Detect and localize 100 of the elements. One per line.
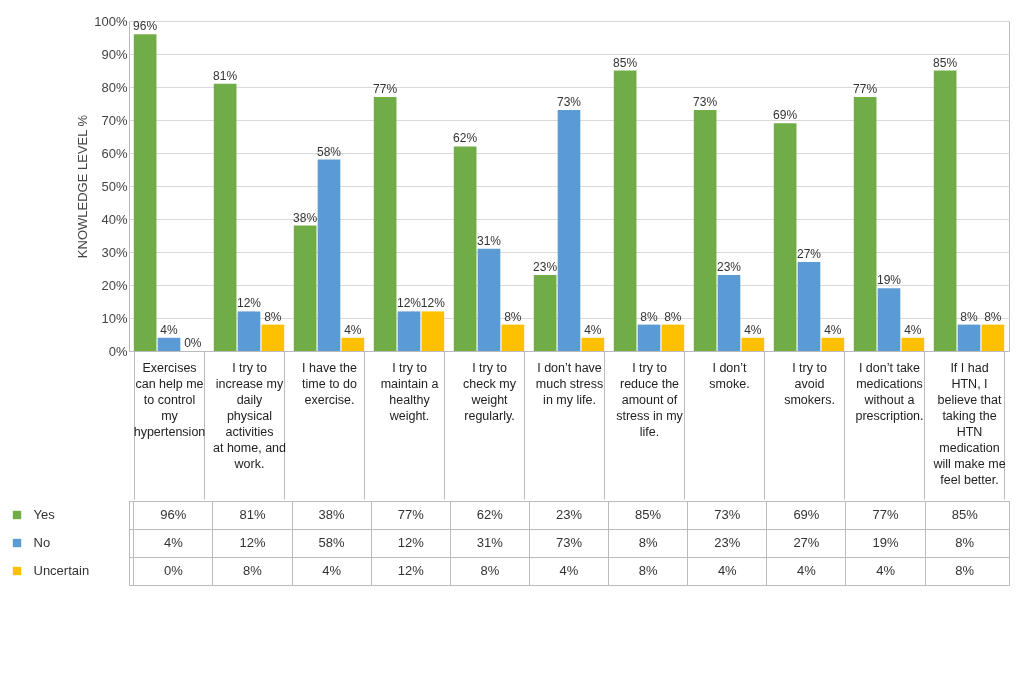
- text: 4%: [904, 322, 922, 337]
- data-label: 69%: [793, 507, 820, 522]
- bar: [877, 288, 901, 351]
- y-tick-label: 10%: [101, 310, 128, 326]
- text: 4%: [160, 322, 178, 337]
- text: 12%: [396, 296, 422, 311]
- bar: [693, 110, 717, 351]
- bar: [341, 337, 365, 351]
- data-label: 31%: [476, 535, 504, 550]
- bar: [533, 275, 557, 351]
- text: 58%: [316, 144, 342, 159]
- text: 69%: [773, 108, 798, 123]
- text: 19%: [876, 273, 902, 288]
- bar: [317, 159, 341, 351]
- bar: [637, 324, 661, 351]
- x-tick-label: I try to check my weight regularly.: [463, 360, 517, 423]
- x-tick-label: I try to maintain a healthy weight.: [380, 360, 439, 423]
- y-tick-label: 100%: [94, 13, 128, 29]
- data-label: 12%: [239, 535, 266, 550]
- data-label: 85%: [635, 507, 662, 522]
- text: 73%: [693, 95, 718, 110]
- data-label: 8%: [638, 535, 658, 550]
- text: 31%: [476, 233, 502, 248]
- x-tick-label: Exercises can help me to control my hypertension: [133, 360, 206, 439]
- data-label: 38%: [318, 507, 346, 522]
- text: 8%: [640, 309, 658, 324]
- text: 96%: [133, 19, 158, 34]
- text: 27%: [796, 246, 822, 261]
- y-tick-label: 50%: [101, 178, 128, 194]
- x-tick-label: I try to increase my daily physical activities at home, and work.: [213, 360, 287, 471]
- x-tick-label: I don’t smoke.: [709, 360, 750, 391]
- x-tick-label: I try to reduce the amount of stress in my life.: [616, 360, 684, 439]
- data-label: 4%: [163, 535, 184, 550]
- y-tick-label: 90%: [101, 46, 128, 62]
- x-tick-label: If I had HTN, I believe that taking the HTN medication will make me feel better.: [932, 360, 1006, 487]
- data-label: 8%: [638, 563, 658, 578]
- bar: [237, 311, 261, 351]
- text: 4%: [824, 322, 842, 337]
- text: 62%: [453, 131, 478, 146]
- bar: [957, 324, 981, 351]
- data-label: 81%: [239, 507, 266, 522]
- x-tick-label: I have the time to do exercise.: [302, 360, 357, 407]
- bar: [157, 337, 181, 351]
- data-label: 85%: [951, 507, 979, 522]
- text: 77%: [853, 81, 878, 96]
- y-tick-label: 80%: [101, 79, 128, 95]
- data-label: 8%: [955, 535, 975, 550]
- text: 0%: [184, 336, 202, 350]
- bar: [901, 337, 925, 351]
- bar: [477, 248, 501, 351]
- bar: [661, 324, 685, 351]
- text: 8%: [984, 309, 1002, 324]
- data-label: 73%: [555, 535, 583, 550]
- bar: [853, 96, 877, 351]
- bar: [261, 324, 285, 351]
- x-tick-label: I don’t have much stress in my life.: [535, 360, 604, 407]
- text: 8%: [664, 309, 682, 324]
- data-label: 4%: [559, 563, 579, 578]
- data-label: 4%: [717, 563, 738, 578]
- text: 85%: [933, 55, 958, 70]
- bar: [797, 261, 821, 351]
- y-tick-label: 40%: [101, 211, 128, 227]
- data-label: 12%: [397, 563, 425, 578]
- data-label: 4%: [797, 563, 817, 578]
- text: 38%: [293, 210, 318, 225]
- data-label: 0%: [163, 563, 184, 578]
- bar: [613, 70, 637, 351]
- data-label: 12%: [397, 535, 425, 550]
- bar: [581, 337, 605, 351]
- text: 77%: [373, 81, 398, 96]
- bar: [981, 324, 1005, 351]
- bar: [717, 275, 741, 351]
- y-tick-label: 30%: [101, 244, 128, 260]
- text: 73%: [556, 95, 582, 110]
- bar: [741, 337, 765, 351]
- text: 23%: [716, 260, 742, 275]
- data-label: 58%: [318, 535, 346, 550]
- bar: [501, 324, 525, 351]
- data-label: 62%: [476, 507, 504, 522]
- bar: [213, 83, 237, 351]
- text: 23%: [533, 260, 558, 275]
- bar: [133, 34, 157, 351]
- data-label: 27%: [793, 535, 820, 550]
- bar: [421, 311, 445, 351]
- text: 12%: [420, 296, 445, 311]
- text: 8%: [264, 309, 282, 324]
- data-label: 19%: [872, 535, 899, 550]
- bar: [557, 110, 581, 351]
- bar: [933, 70, 957, 351]
- text: 4%: [584, 322, 602, 337]
- data-label: 73%: [714, 507, 741, 522]
- data-label: 4%: [322, 563, 342, 578]
- legend-label: No: [33, 535, 51, 550]
- y-tick-label: 70%: [101, 112, 128, 128]
- text: 4%: [744, 322, 762, 337]
- bar: [773, 123, 797, 351]
- data-label: 8%: [955, 563, 975, 578]
- y-tick-label: 20%: [101, 277, 128, 293]
- y-tick-label: 0%: [108, 343, 128, 359]
- bar: [373, 96, 397, 351]
